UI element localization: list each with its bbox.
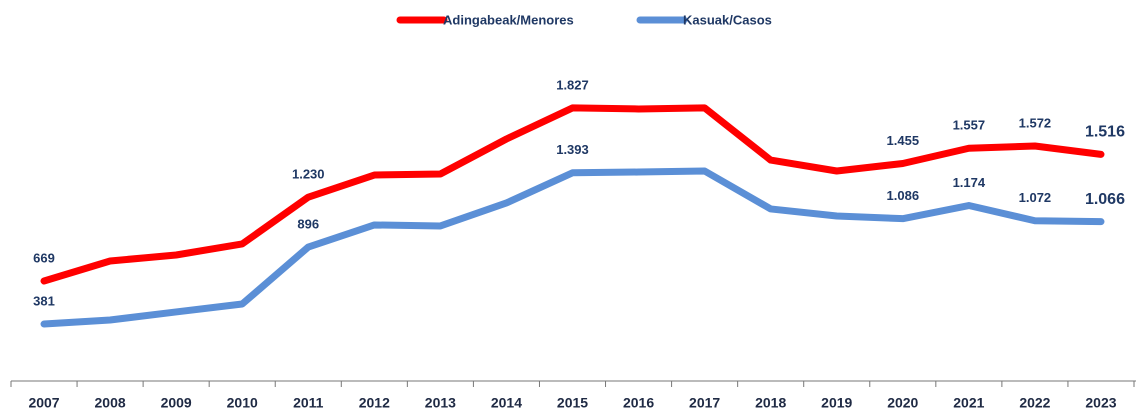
data-label: 1.072 — [1019, 190, 1052, 205]
data-label: 1.174 — [953, 175, 986, 190]
x-tick-label: 2015 — [557, 395, 588, 411]
series-line — [40, 104, 1105, 285]
data-label: 1.230 — [292, 167, 325, 182]
data-label: 1.066 — [1085, 191, 1125, 208]
x-tick-label: 2017 — [689, 395, 720, 411]
data-label: 1.393 — [556, 142, 589, 157]
data-label: 1.572 — [1019, 115, 1052, 130]
legend-label: Adingabeak/Menores — [443, 12, 574, 27]
x-tick-label: 2007 — [28, 395, 59, 411]
x-tick-label: 2009 — [161, 395, 192, 411]
x-tick-label: 2021 — [953, 395, 984, 411]
data-label: 1.086 — [887, 188, 920, 203]
data-label: 1.557 — [953, 118, 986, 133]
data-label: 1.455 — [887, 133, 920, 148]
x-tick-label: 2023 — [1085, 395, 1116, 411]
x-tick-label: 2012 — [359, 395, 390, 411]
x-tick-label: 2019 — [821, 395, 852, 411]
series-line — [40, 167, 1105, 328]
x-tick-label: 2011 — [293, 395, 324, 411]
legend-label: Kasuak/Casos — [683, 12, 772, 27]
x-tick-label: 2016 — [623, 395, 654, 411]
x-tick-label: 2014 — [491, 395, 522, 411]
x-tick-label: 2013 — [425, 395, 456, 411]
data-label: 381 — [33, 293, 55, 308]
x-tick-label: 2018 — [755, 395, 786, 411]
data-label: 896 — [297, 217, 319, 232]
x-tick-label: 2008 — [95, 395, 126, 411]
data-label: 1.827 — [556, 77, 589, 92]
x-tick-label: 2022 — [1019, 395, 1050, 411]
data-label: 1.516 — [1085, 124, 1125, 141]
data-label: 669 — [33, 250, 55, 265]
x-tick-label: 2020 — [887, 395, 918, 411]
x-tick-label: 2010 — [227, 395, 258, 411]
